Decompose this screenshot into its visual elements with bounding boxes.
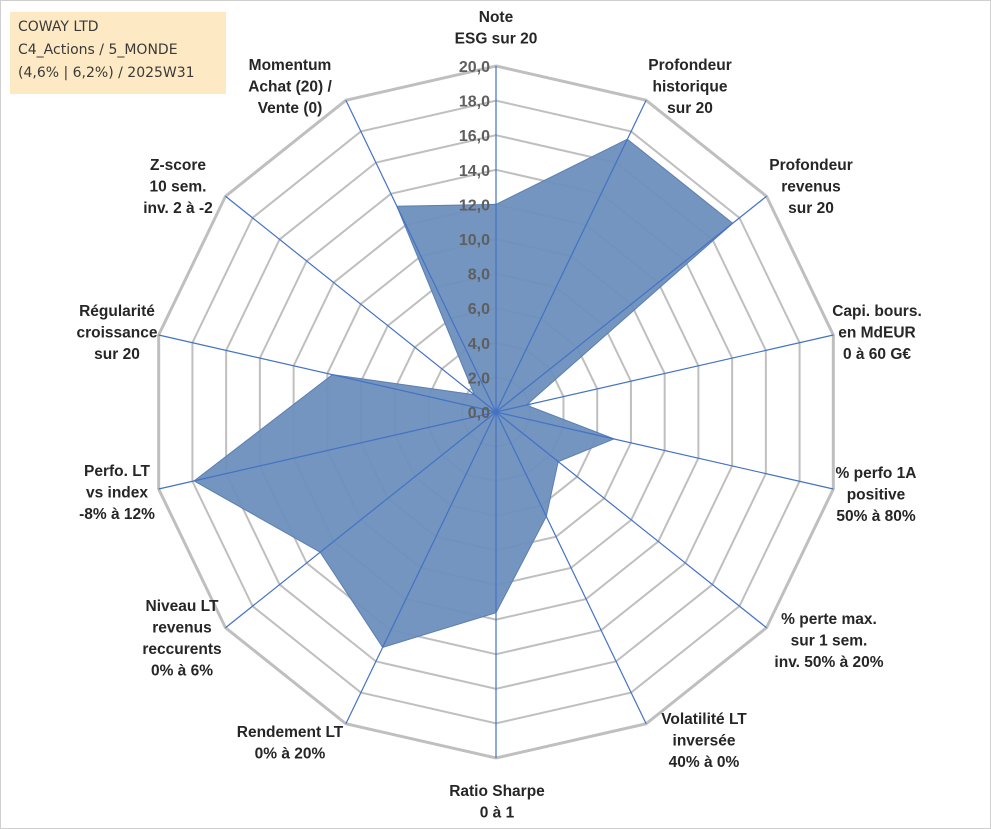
tick-label: 14,0: [459, 163, 490, 180]
axis-label-line: Niveau LT: [146, 598, 219, 615]
axis-label-line: 50% à 80%: [836, 508, 915, 525]
axis-label-8: Rendement LT 0% à 20%: [237, 724, 344, 763]
axis-label-11: Régularité croissance sur 20: [77, 303, 158, 363]
axis-spoke-2: [495, 195, 767, 413]
axis-label-9: Niveau LT revenus reccurents 0% à 6%: [142, 598, 221, 680]
tick-label: 6,0: [468, 301, 490, 318]
tick-label: 10,0: [459, 232, 490, 249]
axis-label-line: inversée: [673, 733, 736, 750]
axis-label-line: 0 à 60 G€: [843, 346, 911, 363]
tick-label: 8,0: [468, 267, 490, 284]
axis-label-12: Z-score 10 sem. inv. 2 à -2: [143, 157, 213, 217]
title-category: C4_Actions / 5_MONDE: [18, 42, 178, 58]
axis-label-13: Momentum Achat (20) / Vente (0): [248, 57, 332, 117]
axis-label-line: sur 20: [667, 100, 713, 117]
title-box: COWAY LTD C4_Actions / 5_MONDE (4,6% | 6…: [10, 12, 226, 94]
axis-label-line: % perfo 1A: [836, 465, 917, 482]
tick-label: 18,0: [459, 94, 490, 111]
axis-label-line: inv. 50% à 20%: [774, 654, 883, 671]
axis-label-line: Note: [479, 9, 514, 26]
tick-labels: 0,0 2,0 4,0 6,0 8,0 10,0 12,0 14,0 16,0 18,0 20,0: [459, 59, 490, 422]
axis-label-line: Momentum: [249, 57, 332, 74]
series-polygon: [193, 138, 734, 648]
axis-spoke-1: [495, 100, 647, 413]
axis-label-line: 0 à 1: [480, 805, 515, 822]
tick-label: 0,0: [468, 405, 490, 422]
axis-label-line: Z-score: [150, 157, 206, 174]
axis-label-3: Capi. bours. en MdEUR 0 à 60 G€: [832, 303, 922, 363]
axis-label-line: Ratio Sharpe: [449, 783, 545, 800]
axis-label-line: -8% à 12%: [79, 506, 155, 523]
axis-label-line: Profondeur: [648, 57, 732, 74]
axis-label-10: Perfo. LT vs index -8% à 12%: [79, 463, 155, 523]
axis-label-5: % perte max. sur 1 sem. inv. 50% à 20%: [774, 611, 883, 671]
axis-label-line: Achat (20) /: [248, 79, 332, 96]
axis-label-line: Profondeur: [769, 157, 853, 174]
tick-label: 20,0: [459, 59, 490, 76]
axis-label-0: Note ESG sur 20: [455, 9, 538, 48]
axis-label-line: vs index: [86, 485, 148, 502]
axis-label-line: 40% à 0%: [669, 754, 740, 771]
axis-label-line: en MdEUR: [838, 325, 916, 342]
axis-spoke-8: [345, 411, 497, 724]
axis-label-line: 10 sem.: [150, 179, 207, 196]
axis-label-line: Vente (0): [258, 100, 323, 117]
axis-spoke-10: [158, 411, 497, 490]
axis-spoke-5: [495, 411, 767, 629]
axis-spoke-3: [495, 334, 834, 413]
axis-label-line: Capi. bours.: [832, 303, 922, 320]
axis-label-line: inv. 2 à -2: [143, 200, 213, 217]
axis-label-line: 0% à 20%: [255, 746, 326, 763]
axis-label-line: positive: [847, 487, 906, 504]
axis-label-1: Profondeur historique sur 20: [648, 57, 732, 117]
axis-spoke-4: [495, 411, 834, 490]
axis-label-7: Ratio Sharpe 0 à 1: [449, 783, 545, 822]
axis-spoke-13: [345, 100, 497, 413]
axis-label-2: Profondeur revenus sur 20: [769, 157, 853, 217]
axis-lines: [158, 66, 834, 758]
axis-label-line: sur 20: [788, 200, 834, 217]
title-company: COWAY LTD: [18, 19, 99, 35]
axis-label-line: Régularité: [79, 303, 155, 320]
axis-spoke-12: [225, 195, 497, 413]
axis-label-line: sur 1 sem.: [791, 633, 868, 650]
axis-label-6: Volatilité LT inversée 40% à 0%: [661, 711, 747, 771]
axis-label-line: % perte max.: [781, 611, 877, 628]
axis-label-line: reccurents: [142, 641, 221, 658]
series-area: [193, 138, 734, 648]
tick-label: 16,0: [459, 128, 490, 145]
axis-label-line: croissance: [77, 325, 158, 342]
axis-label-line: Volatilité LT: [661, 711, 747, 728]
tick-label: 12,0: [459, 197, 490, 214]
axis-label-line: Perfo. LT: [84, 463, 151, 480]
axis-spoke-9: [225, 411, 497, 629]
axis-label-line: revenus: [152, 620, 211, 637]
axis-label-line: sur 20: [94, 346, 140, 363]
axis-spoke-11: [158, 334, 497, 413]
axis-label-line: ESG sur 20: [455, 31, 538, 48]
axis-label-line: historique: [653, 79, 728, 96]
axis-label-line: 0% à 6%: [151, 663, 213, 680]
axis-label-4: % perfo 1A positive 50% à 80%: [836, 465, 917, 525]
axis-label-line: revenus: [781, 179, 840, 196]
axis-spoke-6: [495, 411, 647, 724]
axis-label-line: Rendement LT: [237, 724, 344, 741]
title-stats: (4,6% | 6,2%) / 2025W31: [18, 65, 195, 81]
tick-label: 2,0: [468, 370, 490, 387]
tick-label: 4,0: [468, 336, 490, 353]
axis-labels: Note ESG sur 20 Profondeur historique sur 20…: [77, 9, 922, 822]
